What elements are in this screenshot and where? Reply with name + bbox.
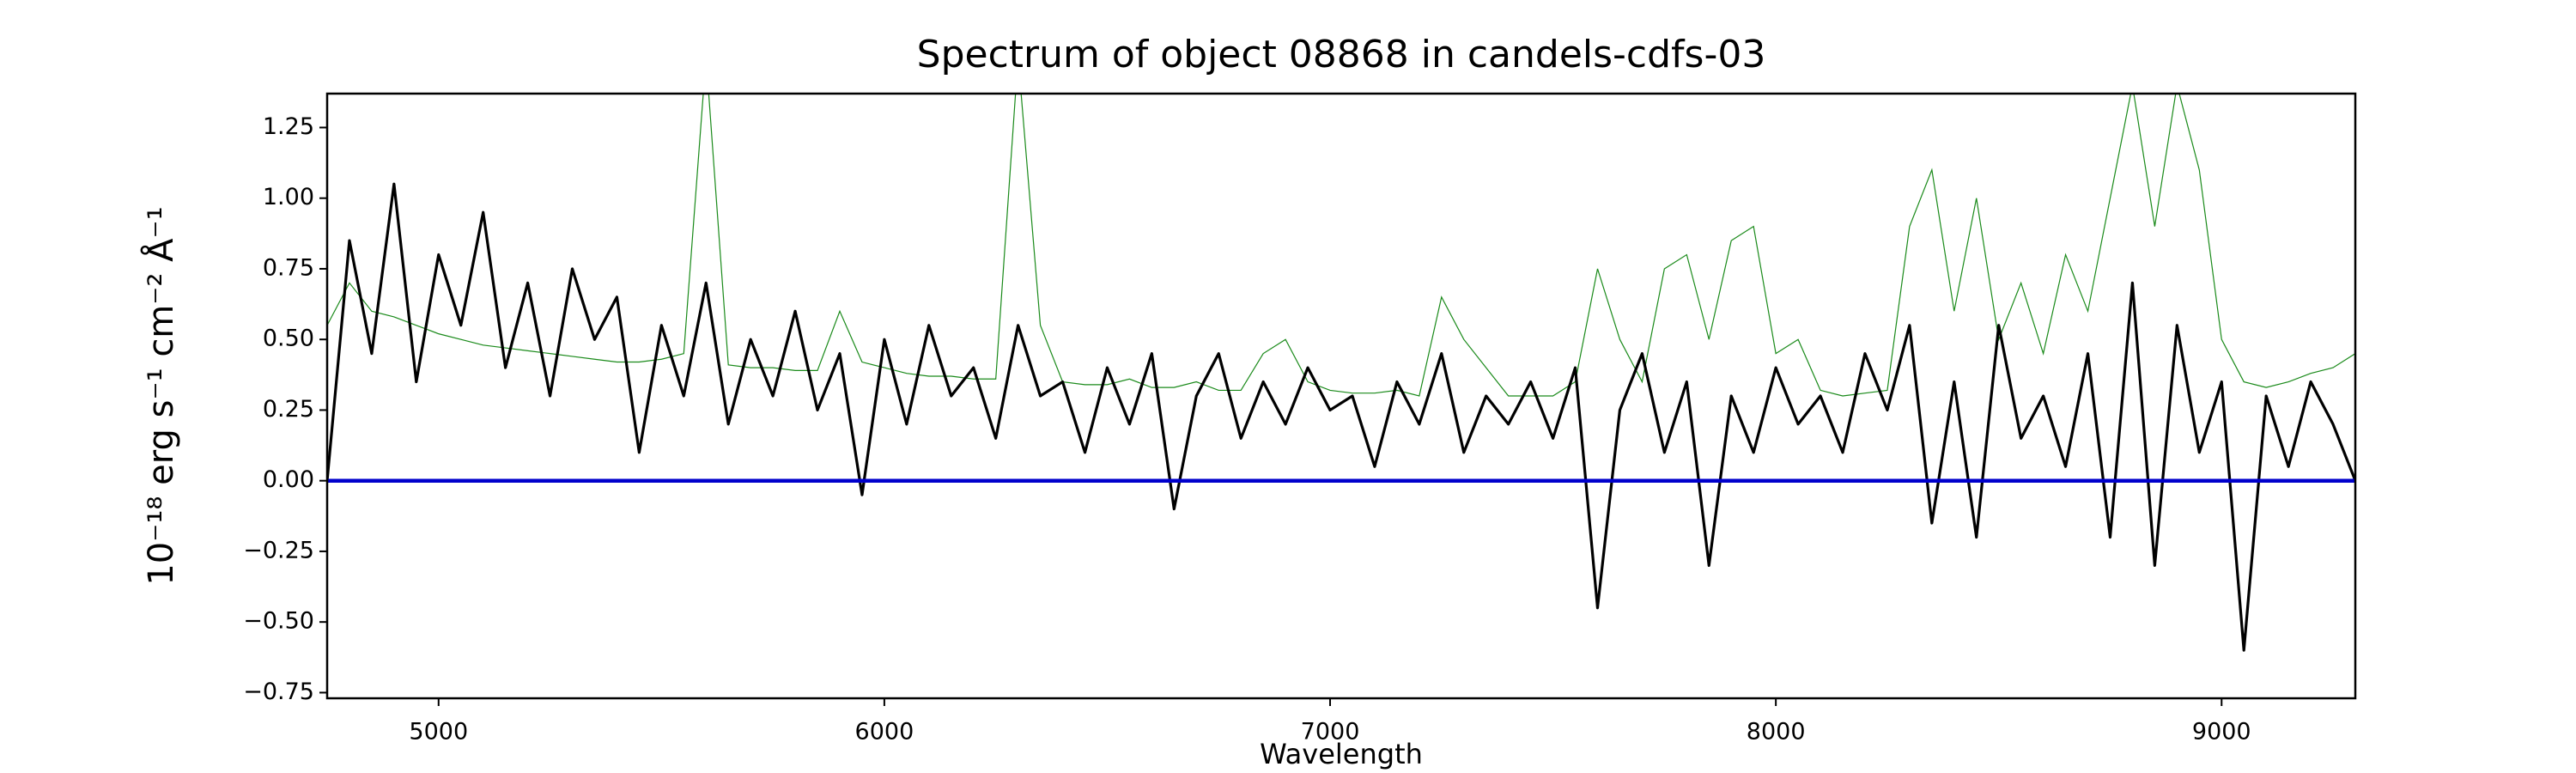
y-tick-label: 0.50 xyxy=(263,326,314,352)
y-tick-label: −0.75 xyxy=(243,679,314,705)
x-tick-label: 6000 xyxy=(855,719,914,746)
x-tick-label: 9000 xyxy=(2192,719,2251,746)
x-axis-label: Wavelength xyxy=(1260,738,1423,770)
y-tick-label: 1.00 xyxy=(263,184,314,210)
x-tick-label: 8000 xyxy=(1747,719,1806,746)
y-tick-label: −0.50 xyxy=(243,608,314,635)
y-tick-label: 0.75 xyxy=(263,254,314,281)
y-tick-label: 0.00 xyxy=(263,466,314,493)
axes-frame xyxy=(325,92,2357,700)
y-axis-label: 10⁻¹⁸ erg s⁻¹ cm⁻² Å⁻¹ xyxy=(140,206,181,585)
y-tick-label: −0.25 xyxy=(243,537,314,563)
spectrum-line xyxy=(327,94,2355,397)
chart-title: Spectrum of object 08868 in candels-cdfs… xyxy=(917,33,1766,76)
y-tick-label: 0.25 xyxy=(263,396,314,423)
x-tick-label: 7000 xyxy=(1301,719,1360,746)
x-tick-label: 5000 xyxy=(409,719,468,746)
spectrum-line xyxy=(327,182,2355,652)
y-tick-label: 1.25 xyxy=(263,113,314,140)
plot-area xyxy=(327,94,2355,652)
